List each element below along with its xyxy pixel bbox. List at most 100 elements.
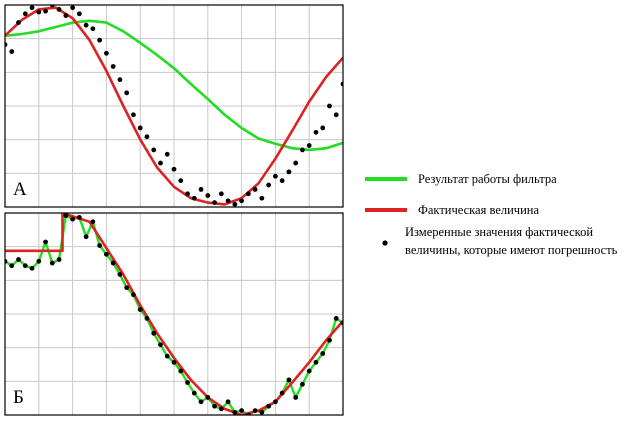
panel-b-measured-point — [205, 395, 211, 400]
panel-a-measured-point — [327, 103, 332, 109]
panel-b-measured-point — [124, 285, 130, 291]
panel-b-measured-point — [212, 403, 217, 409]
panel-b: Б — [4, 212, 344, 416]
panel-a-measured-point — [83, 22, 89, 28]
panel-a-measured-point — [178, 178, 184, 184]
panel-a-measured-point — [171, 166, 177, 172]
panel-b-measured-point — [137, 307, 143, 313]
panel-b-measured-point — [90, 219, 96, 225]
panel-a-measured-point — [245, 191, 251, 197]
panel-b-measured-point — [327, 337, 332, 343]
legend-swatch-measured — [382, 240, 388, 246]
panel-a-grid — [5, 5, 343, 207]
panel-a-measured-point — [286, 169, 292, 175]
panel-a-measured-point — [239, 198, 245, 204]
panel-a-measured-point — [97, 37, 103, 43]
panel-a-measured-point — [252, 187, 258, 192]
panel-b-measured-point — [9, 263, 15, 269]
panel-b-measured-point — [320, 351, 326, 356]
panel-a-measured-point — [76, 11, 82, 17]
legend-label-actual: Фактическая величина — [418, 203, 539, 217]
panel-a-measured-point — [191, 195, 197, 201]
panel-a-measured-point — [198, 187, 204, 192]
panel-a-measured-point — [110, 64, 116, 69]
panel-b-measured-point — [83, 234, 89, 240]
panel-a-measured-point — [22, 11, 28, 17]
panel-a-measured-point — [29, 5, 35, 11]
panel-b-measured-point — [36, 258, 42, 264]
panel-b-measured-point — [313, 359, 319, 365]
panel-b-measured-point — [97, 243, 103, 248]
legend-item-actual: Фактическая величина — [365, 203, 539, 217]
panel-a-filter-line — [5, 19, 343, 152]
panel-a-measured-point — [16, 20, 21, 25]
panel-b-measured-point — [16, 257, 21, 262]
panel-a-measured-point — [333, 112, 339, 118]
panel-b-measured-point — [293, 395, 299, 400]
panel-a-measured-point — [124, 90, 130, 96]
panel-b-grid — [5, 213, 343, 415]
panel-b-label: Б — [13, 387, 24, 408]
panel-b-measured-point — [43, 239, 48, 245]
panel-a-measured-point — [9, 49, 15, 54]
panel-b-measured-point — [158, 342, 163, 348]
panel-b-measured-point — [185, 380, 190, 385]
panel-b-measured-point — [164, 353, 170, 359]
panel-a-measured-point — [313, 129, 319, 135]
legend: Результат работы фильтра Фактическая вел… — [365, 172, 618, 257]
panel-a-measured-point — [144, 134, 150, 140]
legend-label-filter: Результат работы фильтра — [418, 172, 557, 186]
panel-b-measured-point — [218, 406, 224, 412]
panel-a-measured-point — [104, 50, 109, 56]
panel-a-measured-point — [158, 160, 163, 166]
panel-a-measured-point — [137, 125, 143, 131]
panel-a-measured-point — [300, 147, 305, 153]
panel-b-measured-point — [70, 216, 75, 222]
panel-b-measured-point — [225, 399, 231, 405]
panel-a-measured-point — [36, 9, 42, 15]
panel-a-actual-line — [5, 6, 343, 206]
panel-b-measured-point — [300, 381, 305, 387]
panel-b-measured-point — [131, 292, 136, 298]
panel-a-measured-point — [212, 200, 217, 206]
panel-a-measured-point — [279, 178, 285, 184]
panel-a-measured-point — [70, 5, 75, 11]
panel-a-measured-point — [259, 195, 265, 201]
panel-b-measured-point — [144, 315, 150, 321]
panel-b-measured-point — [259, 409, 265, 415]
legend-item-filter: Результат работы фильтра — [365, 172, 557, 186]
panel-b-measured-point — [252, 408, 258, 414]
panel-b-measured-point — [49, 260, 55, 266]
legend-label-measured-line1: Измеренные значения фактической — [405, 225, 593, 239]
panel-b-measured-point — [104, 251, 109, 257]
panel-a-measured-point — [90, 26, 96, 32]
panel-b-measured-point — [191, 390, 197, 396]
panel-a-frame — [4, 4, 344, 208]
panel-a-measured-point — [185, 191, 190, 197]
panel-b-measured-point — [266, 403, 272, 409]
panel-b-measured-point — [76, 214, 82, 220]
panel-b-measured-point — [239, 408, 245, 414]
panel-b-measured-point — [171, 359, 177, 365]
panel-a-measured-point — [232, 201, 238, 207]
panel-a-series — [5, 5, 343, 207]
panel-a-measured-point — [164, 151, 170, 157]
panel-b-measured-point — [22, 263, 28, 269]
panel-a-measured-point — [273, 173, 278, 179]
panel-b-measured-point — [110, 260, 116, 266]
panel-a-measured-point — [131, 112, 136, 118]
panel-a-measured-point — [320, 125, 326, 131]
panel-a-measured-point — [293, 160, 299, 166]
panel-b-measured-point — [29, 265, 35, 271]
panel-a-measured-point — [205, 193, 211, 198]
panel-a-measured-point — [306, 143, 312, 148]
panel-a-label: А — [13, 179, 27, 200]
panel-a-measured-point — [218, 191, 224, 197]
panel-a-measured-point — [117, 77, 123, 83]
panel-b-measured-point — [232, 409, 238, 415]
panel-b-measured-point — [279, 390, 285, 396]
panel-b-measured-point — [56, 257, 62, 262]
legend-label-measured-line2: величины, которые имеют погрешность — [405, 243, 618, 257]
panel-a: А — [4, 4, 344, 208]
